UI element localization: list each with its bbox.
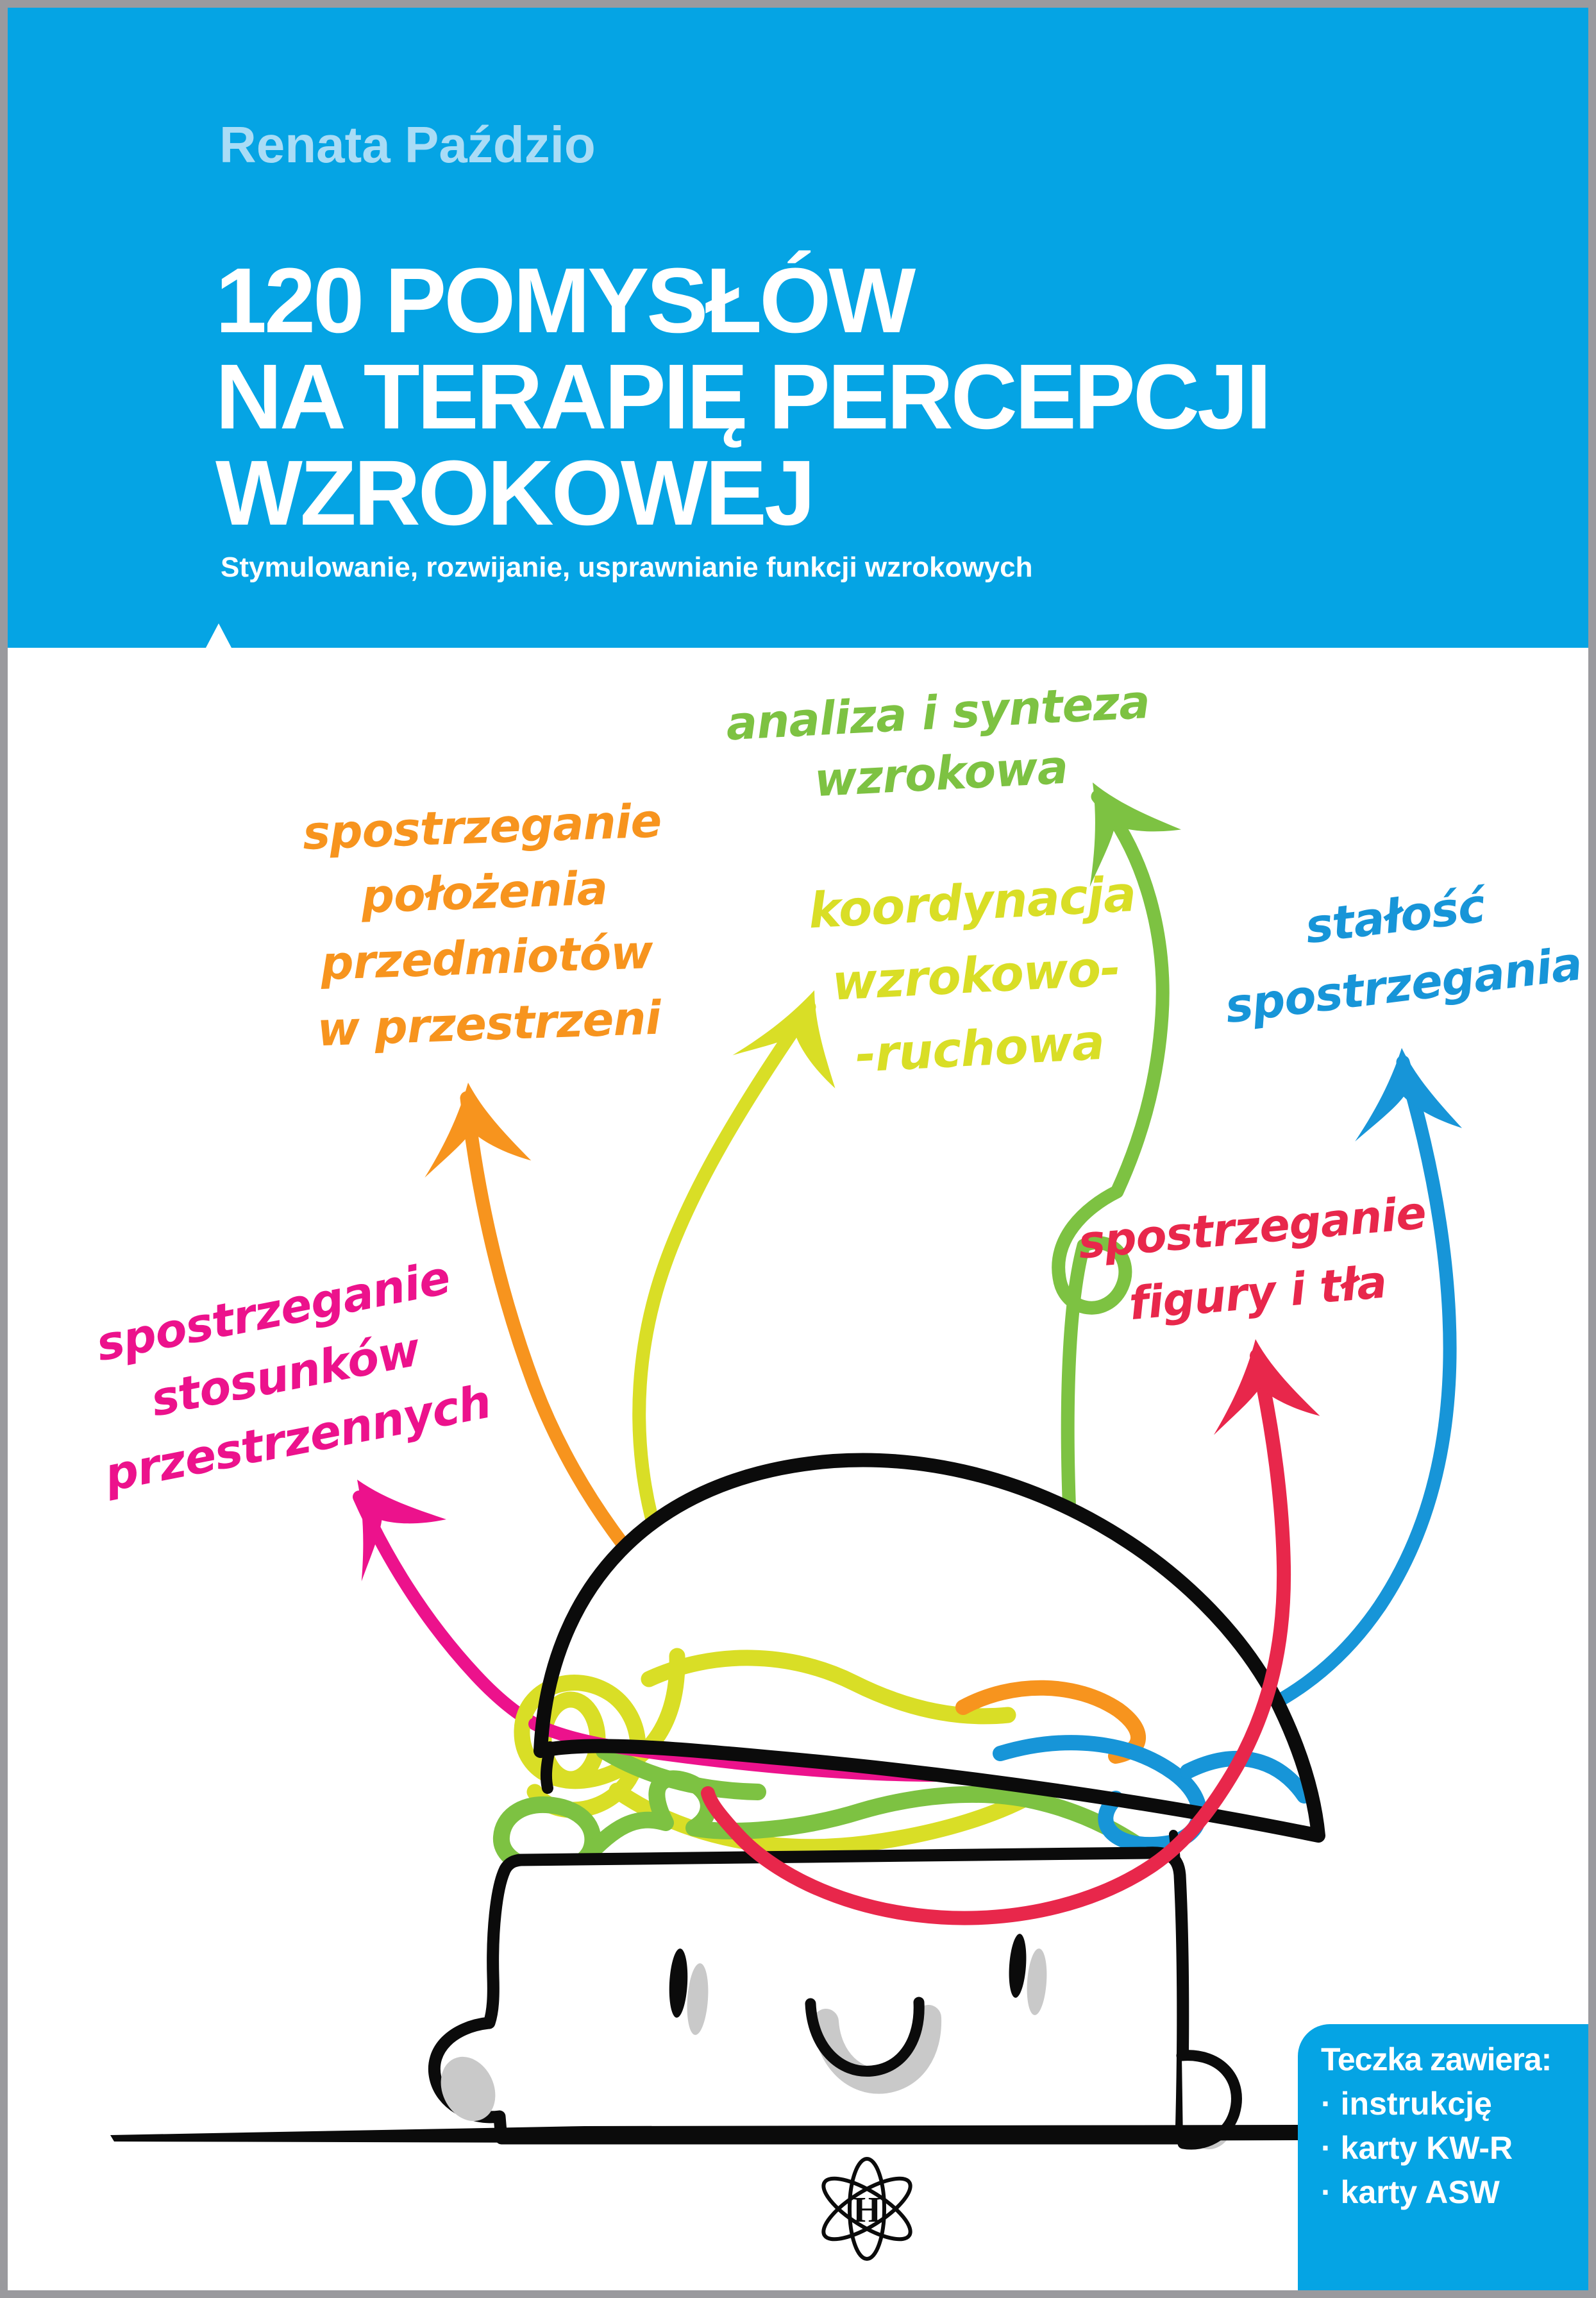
head-illustration: H [110, 756, 1463, 2261]
folder-item-label: karty ASW [1340, 2174, 1500, 2210]
cover-header: Renata Paździo 120 POMYSŁÓW NA TERAPIĘ P… [8, 8, 1588, 648]
cap-corner-tick [540, 1741, 556, 1794]
eyes [669, 1934, 1027, 2018]
arrow-red [701, 1349, 1291, 1925]
arrowhead-blue-icon [1348, 1044, 1463, 1142]
face [428, 1846, 1189, 2145]
book-title: 120 POMYSŁÓW NA TERAPIĘ PERCEPCJI WZROKO… [215, 249, 1272, 545]
right-ear [1176, 2050, 1242, 2150]
tangle-orange [955, 1680, 1146, 1764]
bullet-icon: · [1321, 2086, 1332, 2122]
folder-contents-box: Teczka zawiera: · instrukcję · karty KW-… [1298, 2024, 1588, 2290]
book-subtitle: Stymulowanie, rozwijanie, usprawnianie f… [221, 552, 1033, 583]
bullet-icon: · [1321, 2174, 1332, 2210]
publisher-logo-letter: H [853, 2190, 881, 2230]
header-notch [206, 623, 231, 648]
author-name: Renata Paździo [219, 116, 596, 173]
tangle-blue [993, 1735, 1312, 1852]
title-line-2: NA TERAPIĘ PERCEPCJI [215, 345, 1272, 448]
arrow-pink [353, 1491, 546, 1733]
desk-line [110, 2125, 1298, 2143]
folder-item-label: karty KW-R [1340, 2130, 1513, 2166]
bullet-icon: · [1321, 2130, 1332, 2166]
folder-item-label: instrukcję [1340, 2086, 1492, 2122]
title-line-1: 120 POMYSŁÓW [215, 249, 916, 352]
title-line-3: WZROKOWEJ [215, 441, 816, 545]
folder-item-instrukcja: · instrukcję [1321, 2082, 1575, 2126]
skull-cap-outline [533, 1453, 1325, 1843]
smile [805, 1997, 925, 2077]
arrowhead-pink-icon [314, 1450, 449, 1582]
label-koordynacja-wzrokowo-ruchowa: koordynacja wzrokowo- -ruchowa [807, 865, 1138, 1083]
label-polozenia-przedmiotow: spostrzeganie położenia przedmiotów w pr… [301, 793, 662, 1056]
book-cover: Renata Paździo 120 POMYSŁÓW NA TERAPIĘ P… [8, 8, 1588, 2290]
folder-box-heading: Teczka zawiera: [1321, 2041, 1552, 2077]
arrow-blue [1204, 1055, 1457, 1737]
folder-item-karty-kwr: · karty KW-R [1321, 2126, 1575, 2170]
arrow-green [1052, 790, 1170, 1647]
folder-item-karty-asw: · karty ASW [1321, 2170, 1575, 2215]
arrowhead-red-icon [1202, 1332, 1321, 1435]
publisher-logo-icon: H [821, 2157, 912, 2261]
